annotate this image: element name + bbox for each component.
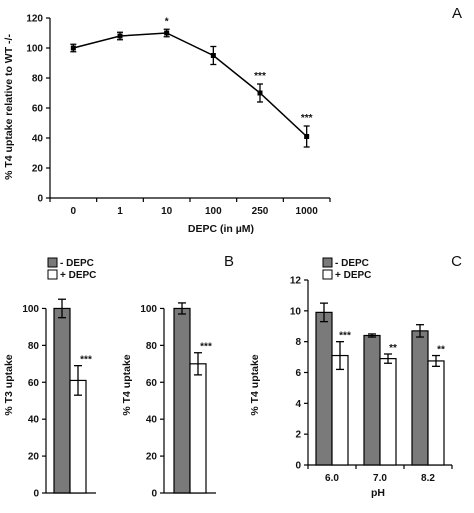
- panel-a-x-axis-label: DEPC (in µM): [188, 223, 254, 235]
- panel-a-x-tick-label: 0: [71, 206, 77, 217]
- panel-a-data-point: [117, 33, 123, 39]
- panel-a-x-tick-label: 1000: [296, 206, 319, 217]
- panel-a-x-tick-label: 100: [205, 206, 222, 217]
- panel-a-label: A: [452, 5, 462, 22]
- panel-c-y-axis-label: % T4 uptake: [249, 354, 261, 415]
- panel-t3-legend-label: + DEPC: [60, 270, 96, 281]
- panel-c-x-tick-label: 6.0: [325, 473, 339, 484]
- panel-a-data-point: [304, 134, 310, 139]
- panel-b-y-tick-label: 0: [151, 489, 157, 500]
- panel-b-bar-minus-depc: [173, 307, 191, 494]
- panel-c-significance: ***: [339, 331, 351, 342]
- panel-c-y-tick-label: 2: [295, 430, 301, 441]
- panel-c-label: C: [451, 253, 462, 270]
- panel-t3-y-tick-label: 100: [22, 304, 39, 315]
- panel-t3-bar-plus-depc: [69, 379, 87, 494]
- panel-b-significance: ***: [200, 342, 212, 353]
- panel-c-bar-plus-depc: [379, 358, 397, 466]
- panel-a-y-tick-label: 60: [32, 104, 44, 115]
- panel-t3-bar-chart: % T3 uptake 0 20 40 60 80 100 *** - DEPC+ DEPC: [3, 257, 96, 500]
- panel-b-y-tick-label: 80: [146, 341, 158, 352]
- panel-c-y-tick-label: 10: [290, 306, 302, 317]
- panel-c-bar-chart: C % T4 uptake pH 0 2 4 6 8 10 12 6.0 *** 7.0 ** 8.2…: [249, 253, 462, 499]
- panel-t3-legend-swatch: [47, 257, 58, 268]
- panel-t3-y-tick-label: 60: [28, 378, 40, 389]
- panel-t3-y-tick-label: 40: [28, 415, 40, 426]
- panel-t3-bar-minus-depc: [53, 307, 71, 494]
- panel-b-y-tick-label: 100: [140, 304, 157, 315]
- panel-a-significance: *: [165, 16, 169, 27]
- panel-b-label: B: [224, 253, 234, 270]
- panel-c-y-tick-label: 6: [295, 368, 301, 379]
- panel-c-legend-label: + DEPC: [335, 270, 371, 281]
- panel-a-y-tick-label: 100: [26, 44, 43, 55]
- panel-c-bar-plus-depc: [331, 354, 349, 466]
- panel-t3-y-tick-label: 80: [28, 341, 40, 352]
- panel-t3-legend-label: - DEPC: [60, 258, 94, 269]
- panel-t3-y-tick-label: 0: [33, 489, 39, 500]
- panel-t3-legend-swatch: [47, 269, 58, 280]
- panel-a-significance: ***: [254, 71, 266, 82]
- panel-c-legend-swatch: [322, 269, 333, 280]
- panel-a-y-tick-label: 40: [32, 134, 44, 145]
- panel-t3-y-tick-label: 20: [28, 452, 40, 463]
- panel-a-line-chart: A % T4 uptake relative to WT -/- DEPC (i…: [3, 5, 462, 235]
- panel-a-y-tick-label: 120: [26, 14, 43, 25]
- panel-a-series-line: [73, 32, 308, 138]
- panel-c-significance: **: [437, 345, 445, 356]
- panel-c-y-tick-label: 4: [295, 399, 301, 410]
- panel-c-bar-minus-depc: [363, 334, 381, 466]
- panel-a-data-point: [210, 53, 216, 58]
- panel-b-y-tick-label: 60: [146, 378, 158, 389]
- panel-c-legend-label: - DEPC: [335, 258, 369, 269]
- panel-a-x-tick-label: 250: [252, 206, 269, 217]
- panel-c-x-tick-label: 7.0: [373, 473, 387, 484]
- panel-t3-significance: ***: [80, 355, 92, 366]
- panel-a-x-tick-label: 1: [117, 206, 123, 217]
- panel-a-data-point: [257, 90, 263, 96]
- panel-c-bar-plus-depc: [427, 360, 445, 466]
- panel-c-bar-minus-depc: [315, 311, 333, 466]
- panel-a-x-tick-label: 10: [161, 206, 173, 217]
- panel-c-x-tick-label: 8.2: [421, 473, 435, 484]
- panel-b-y-axis-label: % T4 uptake: [121, 354, 133, 415]
- panel-c-significance: **: [389, 343, 397, 354]
- panel-c-y-tick-label: 8: [295, 337, 301, 348]
- panel-c-legend-swatch: [322, 257, 333, 268]
- panel-a-significance: ***: [301, 113, 313, 124]
- panel-t3-y-axis-label: % T3 uptake: [3, 354, 15, 415]
- panel-a-y-tick-label: 0: [37, 194, 43, 205]
- panel-c-y-tick-label: 0: [295, 461, 301, 472]
- panel-b-bar-chart: B % T4 uptake 0 20 40 60 80 100 ***: [121, 253, 234, 500]
- panel-a-y-tick-label: 20: [32, 164, 44, 175]
- panel-c-y-tick-label: 12: [290, 276, 302, 287]
- panel-c-x-axis-label: pH: [371, 487, 385, 499]
- panel-a-data-point: [70, 45, 76, 51]
- panel-c-bar-minus-depc: [411, 330, 429, 466]
- panel-b-y-tick-label: 20: [146, 452, 158, 463]
- panel-a-y-tick-label: 80: [32, 74, 44, 85]
- panel-b-y-tick-label: 40: [146, 415, 158, 426]
- panel-a-y-axis-label: % T4 uptake relative to WT -/-: [3, 34, 15, 180]
- panel-a-data-point: [164, 30, 170, 36]
- panel-b-bar-plus-depc: [189, 363, 207, 494]
